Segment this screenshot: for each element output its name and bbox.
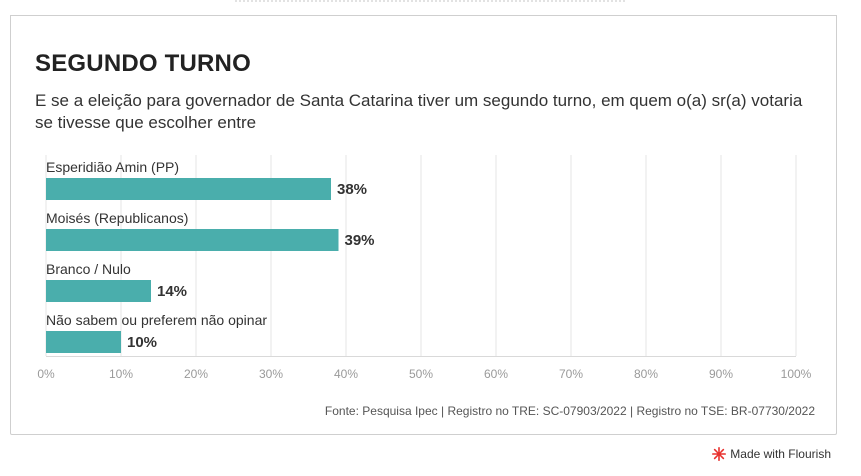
x-tick-label: 40% xyxy=(334,367,358,381)
bar-category-label: Esperidião Amin (PP) xyxy=(46,159,179,175)
top-dotted-divider xyxy=(235,0,625,6)
bar-value-label: 39% xyxy=(345,232,375,249)
x-tick-label: 50% xyxy=(409,367,433,381)
x-tick-label: 0% xyxy=(37,367,55,381)
bar-value-label: 38% xyxy=(337,181,367,198)
flourish-logo-icon xyxy=(712,447,727,461)
x-tick-label: 100% xyxy=(781,367,812,381)
x-tick-label: 20% xyxy=(184,367,208,381)
bar[interactable] xyxy=(46,178,331,200)
x-tick-label: 30% xyxy=(259,367,283,381)
x-tick-label: 60% xyxy=(484,367,508,381)
x-tick-label: 90% xyxy=(709,367,733,381)
x-tick-label: 10% xyxy=(109,367,133,381)
chart-card xyxy=(10,15,837,435)
x-tick-label: 80% xyxy=(634,367,658,381)
made-with-flourish-link[interactable]: Made with Flourish xyxy=(712,447,831,461)
bar[interactable] xyxy=(46,331,121,353)
made-with-flourish-label: Made with Flourish xyxy=(730,447,831,461)
bar-category-label: Branco / Nulo xyxy=(46,261,131,277)
bar[interactable] xyxy=(46,280,151,302)
chart-title: SEGUNDO TURNO xyxy=(35,50,251,77)
bar[interactable] xyxy=(46,229,339,251)
card-top-border xyxy=(10,15,837,16)
bar-value-label: 14% xyxy=(157,283,187,300)
source-note: Fonte: Pesquisa Ipec | Registro no TRE: … xyxy=(324,404,815,418)
bar-category-label: Não sabem ou preferem não opinar xyxy=(46,312,267,328)
x-tick-label: 70% xyxy=(559,367,583,381)
bar-category-label: Moisés (Republicanos) xyxy=(46,210,188,226)
bar-value-label: 10% xyxy=(127,334,157,351)
chart-subtitle: E se a eleição para governador de Santa … xyxy=(35,91,803,132)
